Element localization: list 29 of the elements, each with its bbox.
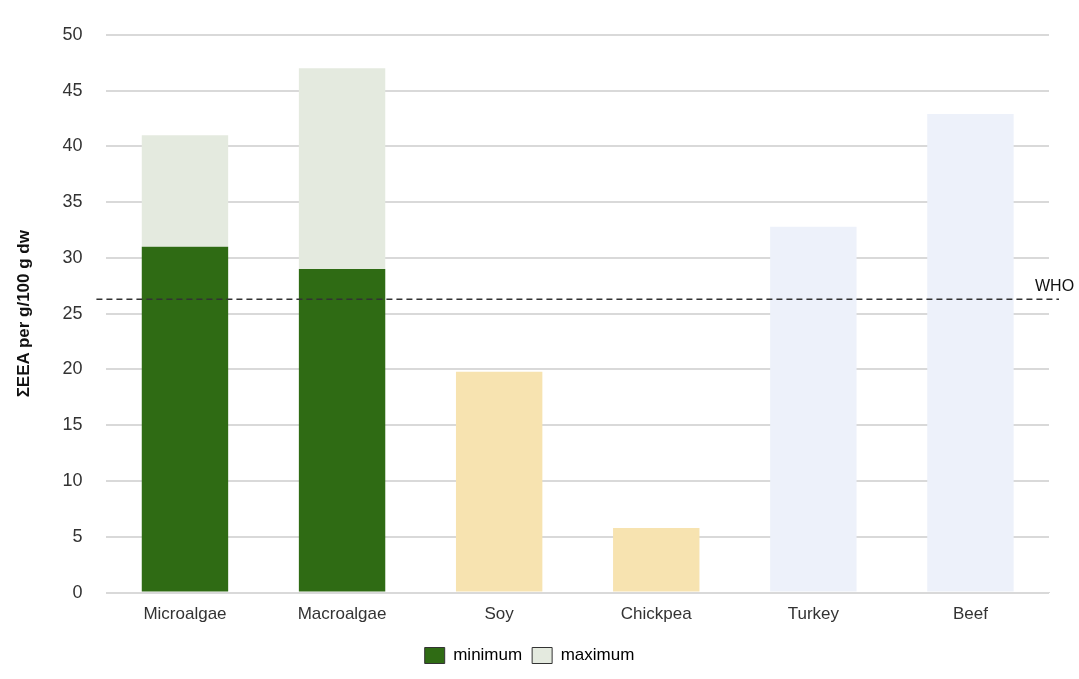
legend-label: maximum [560, 645, 635, 665]
x-tick-label: Turkey [787, 604, 840, 624]
ref-line-label: WHO [1035, 276, 1075, 294]
y-tick-label: 15 [62, 414, 83, 435]
bar [141, 135, 229, 247]
x-tick-label: Chickpea [620, 604, 693, 624]
x-tick-label: Soy [484, 604, 515, 624]
x-tick-label: Macroalgae [297, 604, 387, 624]
y-tick-label: 45 [62, 79, 83, 100]
y-tick-label: 25 [62, 302, 83, 323]
y-tick-label: 0 [72, 581, 83, 602]
bar [455, 371, 543, 592]
bar [613, 527, 700, 592]
bar [927, 114, 1014, 592]
bar [298, 269, 386, 592]
bar [141, 246, 229, 592]
legend-label: minimum [453, 645, 523, 665]
y-tick-label: 35 [62, 191, 83, 212]
y-tick-label: 50 [62, 23, 83, 44]
x-tick-label: Microalgae [143, 604, 227, 624]
x-tick-label: Beef [952, 604, 989, 624]
y-tick-label: 20 [62, 358, 83, 379]
y-tick-label: 40 [62, 135, 83, 156]
bar [770, 226, 857, 592]
y-axis-title: ΣEEA per g/100 g dw [13, 229, 33, 398]
y-tick-label: 30 [62, 246, 83, 267]
y-tick-label: 5 [72, 525, 83, 546]
y-tick-label: 10 [62, 470, 83, 491]
bar [298, 68, 386, 270]
